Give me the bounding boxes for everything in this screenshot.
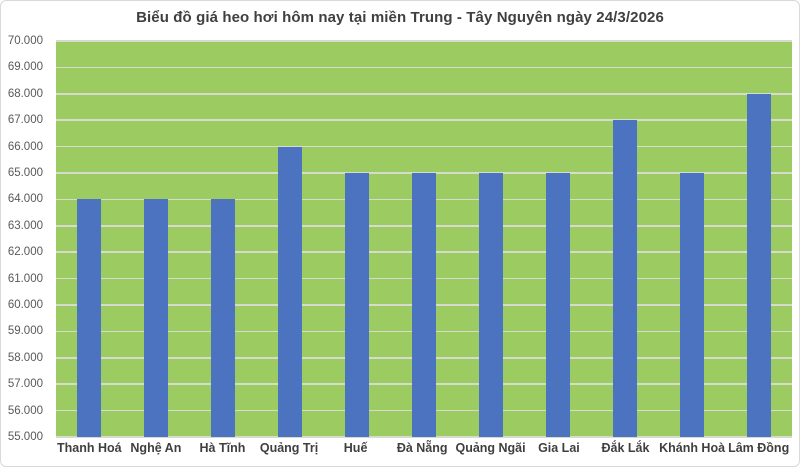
bar-slot xyxy=(123,41,190,437)
gridline xyxy=(56,66,792,69)
gridline xyxy=(56,172,792,174)
y-tick-label: 67.000 xyxy=(7,114,43,127)
bar-Quảng Ngãi xyxy=(478,173,503,437)
y-axis: 70.000 69.000 68.000 67.000 66.000 65.000 64.0… xyxy=(1,35,49,443)
bar-Nghệ An xyxy=(144,199,169,437)
y-tick-label: 62.000 xyxy=(7,246,43,259)
y-tick-label: 68.000 xyxy=(7,87,43,100)
bar-slot xyxy=(658,41,725,437)
x-tick-label: Gia Lai xyxy=(538,441,580,455)
bars-row xyxy=(56,41,792,437)
y-tick-label: 66.000 xyxy=(7,140,43,153)
y-tick-label: 63.000 xyxy=(7,219,43,232)
x-tick-label: Đà Nẵng xyxy=(396,441,448,455)
x-tick-label: Quảng Ngãi xyxy=(455,441,526,455)
bar-Lâm Đồng xyxy=(746,93,771,437)
chart-title: Biểu đồ giá heo hơi hôm nay tại miền Tru… xyxy=(136,9,664,26)
x-tick-label: Hà Tĩnh xyxy=(199,441,246,455)
bar-Hà Tĩnh xyxy=(211,199,236,437)
gridline xyxy=(56,119,792,121)
x-tick-label: Quảng Trị xyxy=(259,441,319,455)
x-tick-label: Nghệ An xyxy=(130,441,182,455)
y-tick-label: 55.000 xyxy=(7,431,43,443)
gridline xyxy=(56,93,792,95)
x-tick-label: Huế xyxy=(343,441,368,455)
x-tick-label: Đắk Lắk xyxy=(601,441,650,455)
y-tick-label: 64.000 xyxy=(7,193,43,206)
bar-slot xyxy=(324,41,391,437)
bar-slot xyxy=(725,41,792,437)
bar-Quảng Trị xyxy=(278,146,303,437)
y-tick-label: 70.000 xyxy=(7,35,43,47)
bar-Gia Lai xyxy=(545,173,570,437)
bar-slot xyxy=(190,41,257,437)
bar-Huế xyxy=(345,173,370,437)
y-tick-label: 57.000 xyxy=(7,378,43,391)
plot-area xyxy=(56,40,792,438)
gridline xyxy=(56,40,792,42)
x-tick-label: Khánh Hoà xyxy=(659,441,726,455)
y-tick-label: 58.000 xyxy=(7,351,43,364)
bar-slot xyxy=(56,41,123,437)
y-tick-label: 69.000 xyxy=(7,61,43,74)
bar-slot xyxy=(257,41,324,437)
bar-Đắk Lắk xyxy=(612,120,637,437)
x-tick-label: Thanh Hoá xyxy=(56,441,122,455)
bar-Đà Nẵng xyxy=(411,173,436,437)
gridline xyxy=(56,145,792,148)
gridline xyxy=(56,436,792,438)
y-tick-label: 60.000 xyxy=(7,298,43,311)
y-tick-label: 59.000 xyxy=(7,325,43,338)
x-axis: Thanh Hoá Nghệ An Hà Tĩnh Quảng Trị Huế Đà Nẵ… xyxy=(56,441,792,455)
bar-Khánh Hoà xyxy=(679,173,704,437)
x-tick-label: Lâm Đồng xyxy=(728,441,790,455)
bar-slot xyxy=(524,41,591,437)
bar-Thanh Hoá xyxy=(77,199,102,437)
y-tick-label: 61.000 xyxy=(7,272,43,285)
bar-slot xyxy=(591,41,658,437)
y-tick-label: 56.000 xyxy=(7,404,43,417)
y-tick-label: 65.000 xyxy=(7,166,43,179)
bar-slot xyxy=(391,41,458,437)
bar-slot xyxy=(457,41,524,437)
